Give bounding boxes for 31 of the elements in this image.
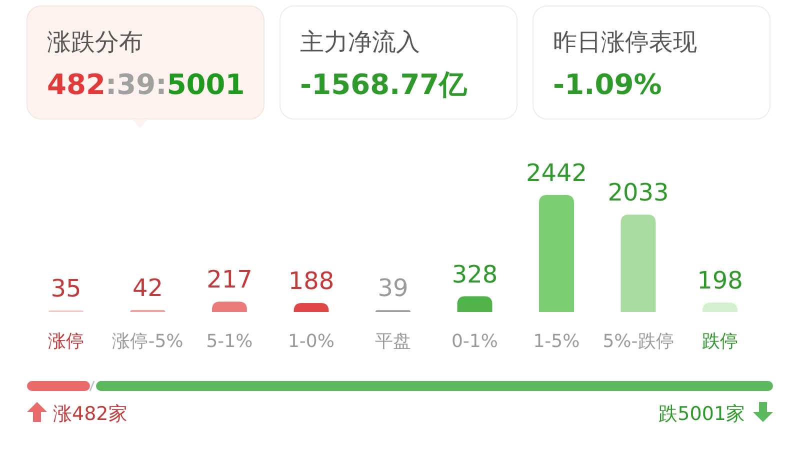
bar <box>212 302 247 312</box>
bar <box>539 195 574 312</box>
x-tick-label: 5-1% <box>206 331 253 352</box>
x-tick-label: 平盘 <box>375 331 411 352</box>
text: 482:39:5001 <box>47 68 245 101</box>
text: 主力净流入 <box>300 28 420 56</box>
data-label: 328 <box>452 260 498 288</box>
bar <box>620 214 656 312</box>
data-label: 198 <box>697 266 743 295</box>
x-tick-label: 1-0% <box>288 331 335 352</box>
text: 跌5001家 <box>658 403 745 425</box>
text: -1.09% <box>553 68 662 101</box>
data-label: 35 <box>50 274 82 302</box>
data-label: 42 <box>132 274 164 302</box>
x-tick-label: 涨停-5% <box>112 331 184 352</box>
data-label: 217 <box>206 266 252 294</box>
x-tick-label: 跌停 <box>702 331 738 352</box>
x-tick-label: 1-5% <box>533 331 580 352</box>
data-label: 188 <box>288 266 334 295</box>
data-label: 39 <box>378 274 408 302</box>
text: 昨日涨停表现 <box>553 28 697 56</box>
data-label: 2442 <box>526 159 588 187</box>
bar <box>457 296 492 312</box>
text: 涨跌分布 <box>47 28 143 56</box>
x-tick-label: 0-1% <box>451 331 498 352</box>
bar <box>702 302 738 312</box>
data-label: 2033 <box>608 178 669 207</box>
x-tick-label: 5%-跌停 <box>602 331 674 352</box>
x-tick-label: 涨停 <box>48 331 84 352</box>
text: -1568.77亿 <box>300 68 468 101</box>
text: 涨482家 <box>53 403 128 425</box>
